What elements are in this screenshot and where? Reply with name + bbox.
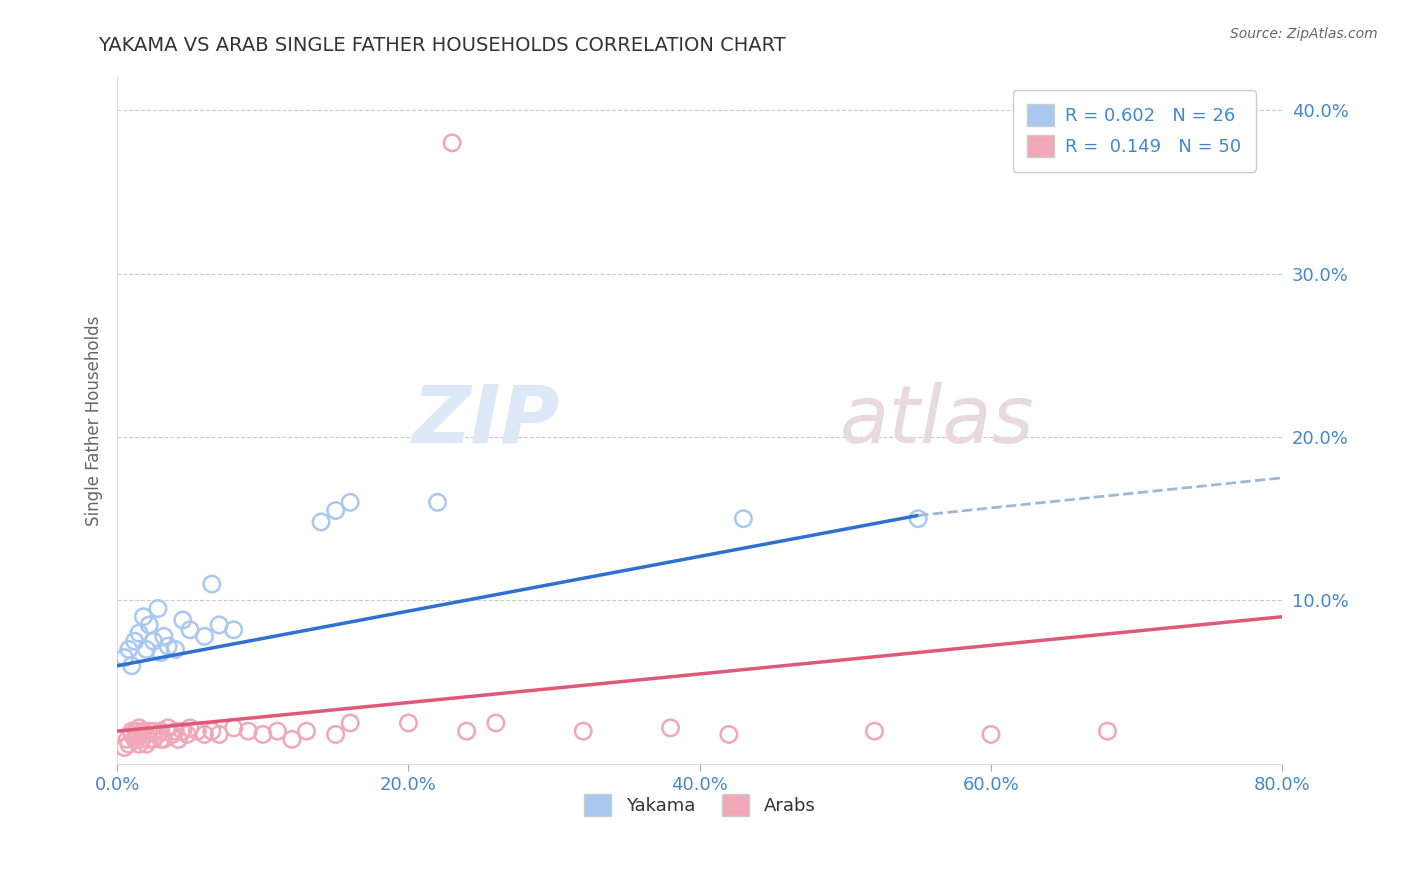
Point: [152, 629, 174, 643]
Point: [149, 646, 172, 660]
Point: [208, 727, 231, 741]
Point: [295, 724, 318, 739]
Point: [339, 495, 361, 509]
Point: [135, 642, 157, 657]
Point: [1097, 724, 1119, 739]
Point: [132, 609, 155, 624]
Point: [118, 737, 141, 751]
Y-axis label: Single Father Households: Single Father Households: [86, 316, 103, 525]
Point: [309, 515, 332, 529]
Point: [132, 724, 155, 739]
Point: [128, 727, 150, 741]
Point: [325, 727, 347, 741]
Point: [138, 732, 160, 747]
Point: [131, 732, 153, 747]
Point: [398, 716, 420, 731]
Point: [485, 716, 508, 731]
Point: [117, 732, 139, 747]
Point: [172, 724, 194, 739]
Point: [149, 732, 172, 747]
Point: [907, 511, 929, 525]
Point: [426, 495, 449, 509]
Point: [572, 724, 595, 739]
Point: [142, 634, 165, 648]
Point: [125, 724, 148, 739]
Point: [281, 732, 304, 747]
Point: [128, 721, 150, 735]
Point: [172, 613, 194, 627]
Point: [167, 732, 190, 747]
Point: [165, 724, 187, 739]
Point: [124, 634, 146, 648]
Point: [128, 626, 150, 640]
Point: [142, 732, 165, 747]
Point: [121, 724, 143, 739]
Point: [456, 724, 478, 739]
Point: [252, 727, 274, 741]
Point: [142, 724, 165, 739]
Point: [193, 727, 215, 741]
Text: YAKAMA VS ARAB SINGLE FATHER HOUSEHOLDS CORRELATION CHART: YAKAMA VS ARAB SINGLE FATHER HOUSEHOLDS …: [98, 36, 786, 54]
Point: [733, 511, 755, 525]
Point: [208, 618, 231, 632]
Point: [146, 601, 169, 615]
Text: atlas: atlas: [839, 382, 1035, 459]
Point: [118, 642, 141, 657]
Point: [128, 737, 150, 751]
Point: [201, 724, 224, 739]
Point: [114, 740, 136, 755]
Point: [152, 732, 174, 747]
Point: [138, 724, 160, 739]
Point: [162, 727, 184, 741]
Point: [138, 618, 160, 632]
Point: [339, 716, 361, 731]
Point: [201, 577, 224, 591]
Point: [165, 642, 187, 657]
Point: [121, 727, 143, 741]
Point: [238, 724, 260, 739]
Point: [325, 503, 347, 517]
Point: [157, 639, 180, 653]
Point: [135, 737, 157, 751]
Point: [179, 721, 201, 735]
Point: [146, 727, 169, 741]
Point: [222, 623, 245, 637]
Text: ZIP: ZIP: [412, 382, 560, 459]
Point: [124, 732, 146, 747]
Point: [179, 623, 201, 637]
Point: [441, 136, 464, 150]
Point: [186, 724, 208, 739]
Point: [157, 721, 180, 735]
Point: [121, 658, 143, 673]
Point: [659, 721, 682, 735]
Point: [980, 727, 1002, 741]
Point: [135, 727, 157, 741]
Text: Source: ZipAtlas.com: Source: ZipAtlas.com: [1230, 27, 1378, 41]
Point: [222, 721, 245, 735]
Point: [266, 724, 288, 739]
Point: [863, 724, 886, 739]
Point: [193, 629, 215, 643]
Point: [717, 727, 740, 741]
Point: [176, 727, 198, 741]
Point: [149, 724, 172, 739]
Legend: Yakama, Arabs: Yakama, Arabs: [576, 787, 823, 823]
Point: [114, 650, 136, 665]
